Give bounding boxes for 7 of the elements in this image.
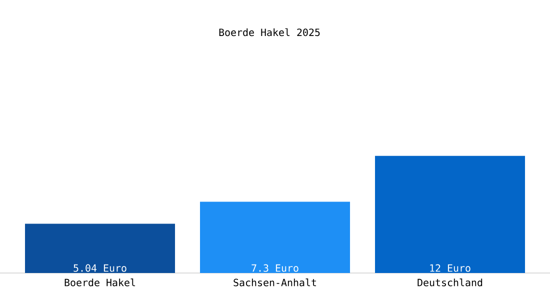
data-label: 12 Euro	[430, 264, 470, 272]
x-tick-label: Deutschland	[418, 278, 482, 286]
x-tick-label: Boerde Hakel	[64, 278, 136, 286]
chart-title: Boerde Hakel 2025	[219, 28, 320, 36]
data-label: 7.3 Euro	[252, 264, 298, 272]
x-tick-label: Sachsen-Anhalt	[234, 278, 316, 286]
data-label: 5.04 Euro	[74, 264, 126, 272]
